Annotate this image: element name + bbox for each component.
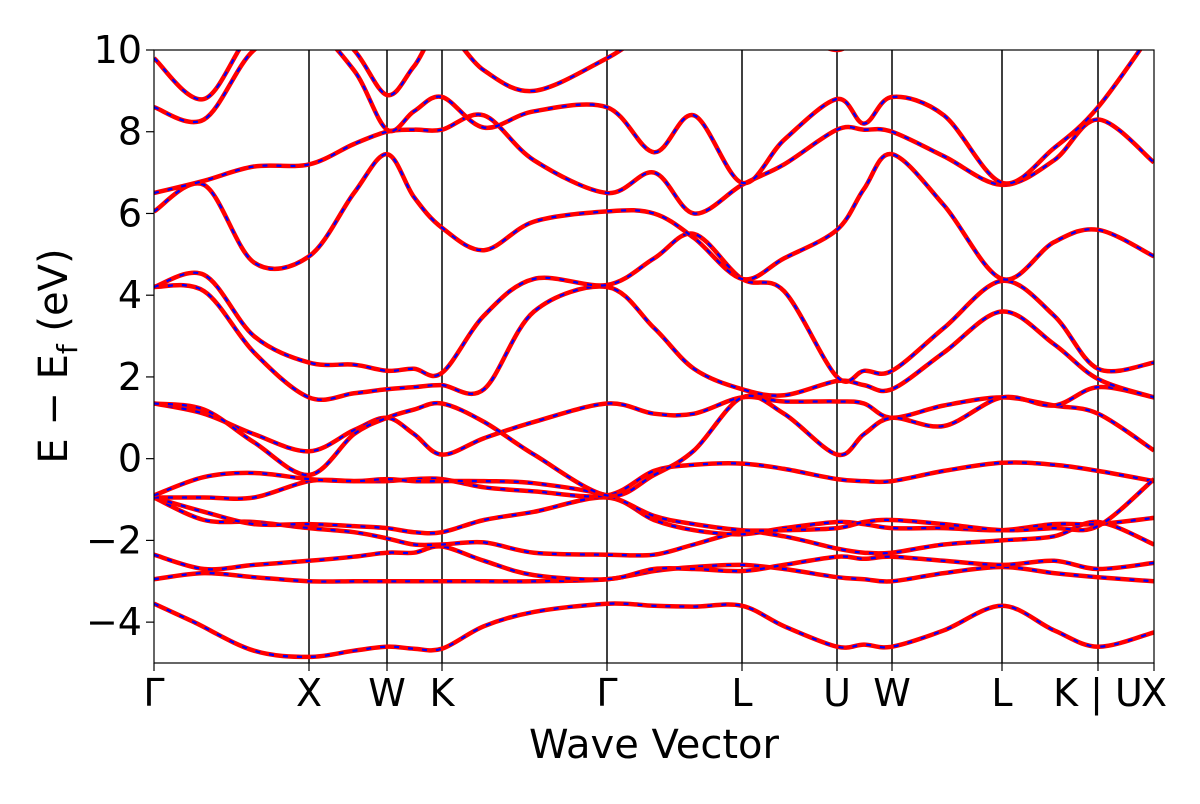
y-axis-ticks: −4 −2 0 2 4 6 8 10 bbox=[86, 28, 154, 644]
band-line-solid bbox=[154, 601, 1154, 660]
band-line-dashed bbox=[154, 153, 1154, 281]
plot-frame bbox=[153, 49, 1155, 664]
x-tick-label: K | U bbox=[1053, 671, 1143, 716]
band-line-solid bbox=[154, 470, 1154, 533]
x-tick-label: W bbox=[873, 671, 911, 715]
band-line-dashed bbox=[154, 50, 1142, 185]
band-line-dashed bbox=[154, 284, 1154, 401]
x-tick-label: X bbox=[1141, 671, 1167, 715]
band-line-solid bbox=[154, 231, 1154, 384]
y-axis-label-main: E − E bbox=[31, 354, 77, 464]
band-line-solid bbox=[154, 282, 1154, 403]
x-tick-label: L bbox=[731, 671, 752, 715]
band-line-solid bbox=[154, 50, 1143, 186]
y-tick-label: 6 bbox=[118, 191, 142, 235]
x-tick-label: K bbox=[430, 671, 456, 715]
band-lines bbox=[154, 50, 1154, 660]
y-tick-label: 10 bbox=[94, 28, 142, 72]
band-line-solid bbox=[154, 384, 1154, 499]
x-tick-label: U bbox=[823, 671, 851, 715]
y-axis-label: E − Ef (eV) bbox=[31, 248, 84, 463]
y-axis-label-unit: (eV) bbox=[31, 248, 77, 331]
band-line-solid bbox=[154, 394, 1154, 457]
x-tick-label: L bbox=[991, 671, 1012, 715]
band-line-dashed bbox=[154, 602, 1154, 659]
band-line-solid bbox=[154, 495, 1154, 537]
y-axis-label-group: E − Ef (eV) bbox=[31, 248, 84, 463]
band-line-solid bbox=[154, 112, 1154, 216]
y-axis-label-space bbox=[31, 332, 77, 345]
y-tick-label: 8 bbox=[118, 110, 142, 154]
band-line-dashed bbox=[154, 545, 1154, 581]
band-line-solid bbox=[154, 50, 846, 102]
x-tick-label: Γ bbox=[596, 671, 617, 715]
band-line-solid bbox=[154, 544, 1154, 582]
band-line-dashed bbox=[154, 50, 843, 101]
y-tick-label: −2 bbox=[86, 518, 142, 562]
x-tick-label: X bbox=[296, 671, 322, 715]
x-axis-label: Wave Vector bbox=[529, 722, 780, 768]
y-axis-label-subscript: f bbox=[51, 343, 84, 354]
band-line-dashed bbox=[154, 496, 1154, 557]
y-tick-label: 0 bbox=[118, 437, 142, 481]
band-line-dashed bbox=[154, 232, 1154, 383]
band-line-dashed bbox=[154, 395, 1154, 456]
x-tick-label: Γ bbox=[143, 671, 164, 715]
y-tick-label: −4 bbox=[86, 600, 142, 644]
y-tick-label: 2 bbox=[118, 355, 142, 399]
y-tick-label: 4 bbox=[118, 273, 142, 317]
x-tick-label: W bbox=[368, 671, 406, 715]
